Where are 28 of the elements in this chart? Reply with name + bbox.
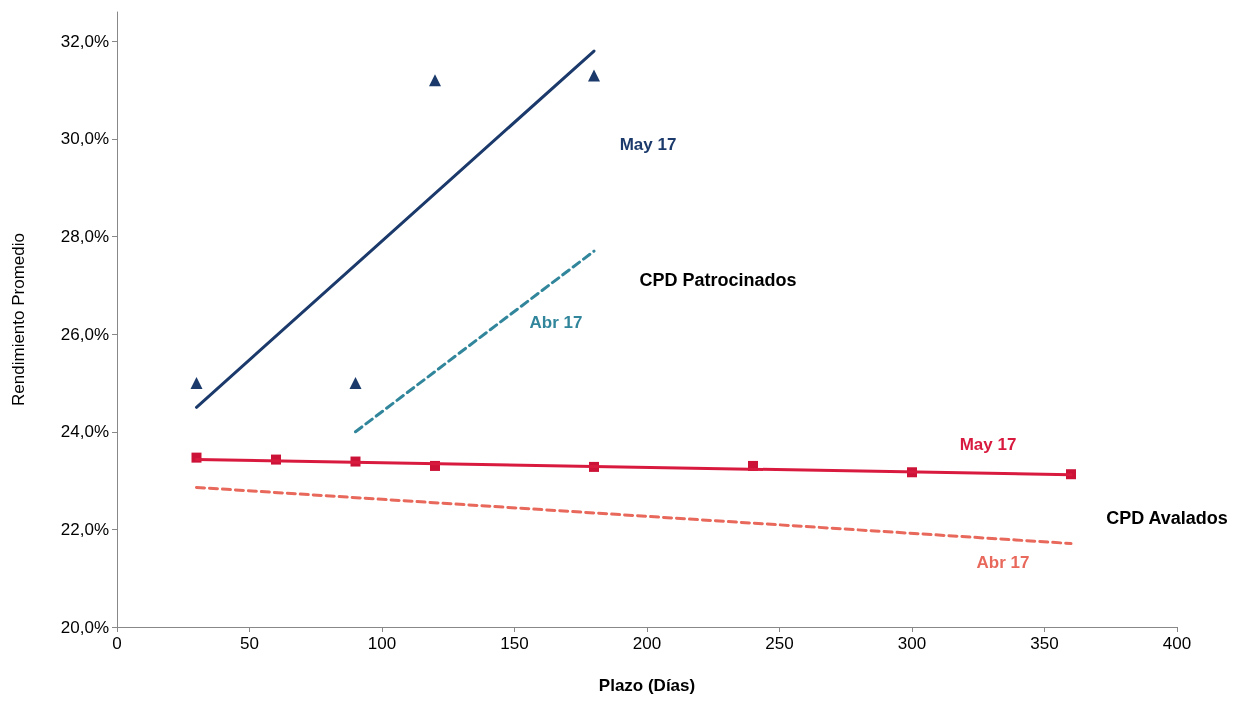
point bbox=[588, 69, 600, 82]
y-tick-label: 32,0% bbox=[60, 31, 109, 51]
series-label: May 17 bbox=[959, 435, 1017, 455]
point bbox=[190, 376, 203, 389]
x-tick-label: 150 bbox=[500, 634, 529, 653]
x-tick-label: 0 bbox=[112, 634, 122, 653]
annotation: CPD Patrocinados bbox=[639, 270, 797, 290]
x-tick-label: 100 bbox=[367, 634, 397, 653]
y-tick-label: 20,0% bbox=[60, 617, 109, 637]
point bbox=[349, 376, 362, 389]
x-tick-label: 300 bbox=[897, 634, 927, 653]
series-label: Abr 17 bbox=[976, 553, 1030, 573]
point bbox=[429, 74, 441, 87]
x-axis-title: Plazo (Días) bbox=[598, 676, 696, 695]
annotation: CPD Avalados bbox=[1106, 508, 1228, 528]
y-tick-label: 22,0% bbox=[60, 519, 109, 539]
series-label: Abr 17 bbox=[529, 312, 583, 332]
y-tick-label: 28,0% bbox=[60, 227, 109, 247]
text: May 17 bbox=[619, 134, 677, 154]
y-tick-label: 24,0% bbox=[60, 422, 109, 442]
x-tick-label: 50 bbox=[240, 634, 259, 653]
y-tick-label: 30,0% bbox=[60, 129, 109, 149]
x-tick-label: 200 bbox=[632, 634, 662, 653]
x-tick-label: 250 bbox=[765, 634, 794, 653]
x-tick-label: 350 bbox=[1030, 634, 1059, 653]
y-tick-label: 26,0% bbox=[60, 324, 109, 344]
y-axis-title: Rendimiento Promedio bbox=[9, 233, 28, 406]
x-tick-label: 400 bbox=[1162, 634, 1192, 653]
